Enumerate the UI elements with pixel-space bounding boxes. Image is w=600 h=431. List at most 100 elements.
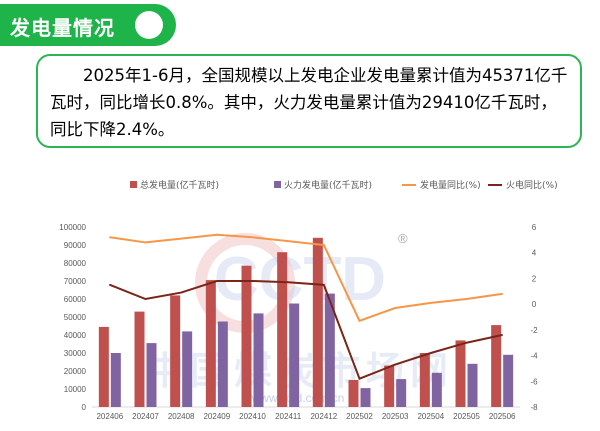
y-axis-left: 0 10000 20000 30000 40000 50000 60000 70000 8000… [59, 223, 86, 412]
bar [491, 325, 502, 407]
x-tick-label: 202503 [382, 412, 409, 421]
data-point [501, 293, 503, 295]
legend-label: 火电同比(%) [506, 179, 558, 191]
y-left-tick-label: 100000 [59, 223, 86, 232]
summary-text: 2025年1-6月，全国规模以上发电企业发电量累计值为45371亿千瓦时，同比增… [50, 66, 568, 139]
bar [348, 380, 359, 407]
data-point [501, 334, 503, 336]
bar [431, 372, 442, 407]
bar [419, 353, 430, 407]
y-right-tick-label: 6 [532, 223, 537, 232]
bar [241, 265, 252, 407]
data-point [109, 236, 111, 239]
bar [170, 295, 181, 407]
power-generation-chart: CCTD®中国煤炭市场网www.cctd.com.cn总发电量(亿千瓦时)火力发… [59, 179, 558, 421]
y-left-tick-label: 30000 [64, 349, 87, 358]
bar [110, 353, 121, 407]
data-point [430, 352, 432, 354]
x-tick-label: 202505 [453, 412, 480, 421]
watermark: CCTD®中国煤炭市场网www.cctd.com.cn [146, 231, 454, 405]
x-tick-label: 202412 [310, 412, 337, 421]
x-tick-label: 202408 [168, 412, 195, 421]
data-point [251, 236, 254, 239]
data-point [465, 341, 468, 344]
bar [360, 388, 371, 407]
y-left-tick-label: 80000 [64, 259, 87, 268]
bar-series-thermal [110, 293, 514, 407]
bar [182, 331, 193, 407]
data-point [323, 244, 325, 246]
y-right-tick-label: 0 [532, 300, 537, 309]
data-point [358, 377, 361, 380]
legend-label: 发电量同比(%) [420, 179, 481, 191]
x-tick-label: 202504 [417, 412, 444, 421]
data-point [465, 298, 468, 300]
bar [205, 280, 216, 407]
data-point [216, 280, 218, 282]
bar [467, 363, 478, 407]
y-left-tick-label: 70000 [64, 277, 87, 286]
data-point [144, 298, 147, 300]
y-left-tick-label: 0 [82, 403, 87, 412]
data-point [216, 233, 218, 236]
legend-swatch [274, 181, 281, 188]
watermark-logo-text: CCTD [214, 245, 386, 314]
legend-label: 总发电量(亿千瓦时) [140, 179, 219, 191]
data-point [180, 291, 182, 294]
section-header: 发电量情况 [0, 4, 176, 46]
bar [312, 237, 323, 407]
summary-box: 2025年1-6月，全国规模以上发电企业发电量累计值为45371亿千瓦时，同比增… [36, 54, 582, 148]
bar [455, 340, 466, 407]
data-point [430, 302, 432, 304]
bar-series-total [98, 237, 502, 407]
legend-label: 火力发电量(亿千瓦时) [284, 179, 372, 191]
series-line [109, 280, 503, 381]
y-left-tick-label: 10000 [64, 385, 87, 394]
y-left-tick-label: 20000 [64, 367, 87, 376]
y-right-tick-label: 2 [532, 274, 537, 283]
series-line [109, 233, 503, 323]
bar [324, 293, 335, 407]
watermark-registered-mark: ® [398, 231, 408, 246]
x-tick-label: 202409 [203, 412, 230, 421]
data-point [180, 237, 182, 240]
data-point [323, 284, 325, 286]
y-right-tick-label: 4 [532, 249, 537, 258]
bar [217, 321, 228, 407]
data-point [251, 280, 254, 282]
data-point [287, 281, 289, 284]
line-series-total-yoy [109, 233, 503, 323]
x-tick-label: 202502 [346, 412, 373, 421]
bar [253, 313, 264, 407]
y-left-tick-label: 90000 [64, 241, 87, 250]
header-circle-decoration [135, 11, 163, 39]
bar [396, 379, 407, 407]
bar [384, 365, 395, 407]
y-right-tick-label: -8 [530, 403, 538, 412]
line-series-thermal-yoy [109, 280, 503, 381]
x-tick-label: 202410 [239, 412, 266, 421]
watermark-text: 中国煤炭市场网 [146, 349, 454, 393]
x-tick-label: 202506 [489, 412, 516, 421]
y-right-tick-label: -6 [530, 377, 538, 386]
y-left-tick-label: 60000 [64, 295, 87, 304]
bar [98, 326, 109, 407]
x-axis: 202406 202407 202408 202409 202410 202411 2024… [96, 412, 516, 421]
data-point [394, 363, 396, 366]
bar [277, 252, 288, 407]
bar [134, 311, 145, 407]
data-point [144, 241, 147, 244]
x-tick-label: 202406 [96, 412, 123, 421]
y-right-tick-label: -4 [530, 352, 538, 361]
y-left-tick-label: 40000 [64, 331, 87, 340]
data-point [394, 307, 396, 309]
x-tick-label: 202407 [132, 412, 159, 421]
data-point [287, 240, 289, 242]
bar [146, 343, 157, 407]
section-title: 发电量情况 [10, 16, 115, 40]
y-left-tick-label: 50000 [64, 313, 87, 322]
bar [289, 303, 300, 407]
y-right-tick-label: -2 [530, 326, 538, 335]
chart-legend: 总发电量(亿千瓦时) 火力发电量(亿千瓦时) 发电量同比(%) 火电同比(%) [130, 179, 558, 191]
y-axis-right: -8 -6 -4 -2 0 2 4 6 [530, 223, 538, 412]
